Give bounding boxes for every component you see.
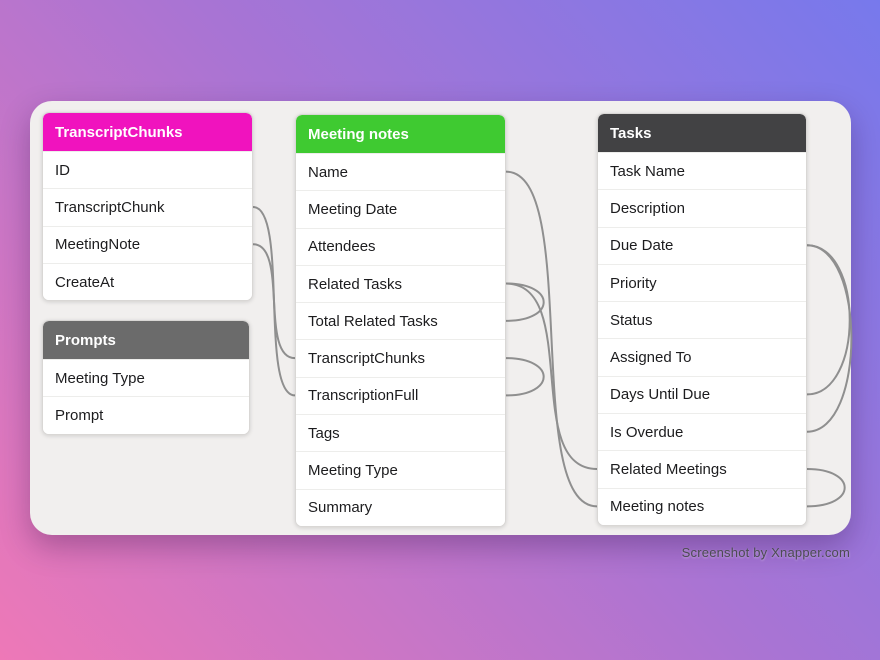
field-row[interactable]: Priority [598,263,806,302]
table-transcript-chunks[interactable]: TranscriptChunks ID TranscriptChunk Meet… [42,112,253,302]
field-row[interactable]: Days Until Due [598,375,806,414]
field-row[interactable]: Total Related Tasks [296,302,505,340]
field-row[interactable]: Is Overdue [598,413,806,451]
field-row[interactable]: TranscriptionFull [296,376,505,415]
xnapper-watermark: Screenshot by Xnapper.com [681,545,850,560]
table-meeting-notes-header[interactable]: Meeting notes [296,115,505,153]
table-prompts[interactable]: Prompts Meeting Type Prompt [42,320,250,435]
field-row[interactable]: Status [598,301,806,339]
field-row[interactable]: Attendees [296,227,505,265]
field-row[interactable]: TranscriptChunk [43,188,252,226]
field-row[interactable]: Description [598,189,806,227]
field-row[interactable]: Meeting Type [296,451,505,489]
field-row[interactable]: ID [43,151,252,189]
field-row[interactable]: Meeting notes [598,487,806,525]
field-row[interactable]: Due Date [598,226,806,264]
field-row[interactable]: Assigned To [598,338,806,376]
field-row[interactable]: Prompt [43,396,249,434]
table-transcript-chunks-header[interactable]: TranscriptChunks [43,113,252,151]
field-row[interactable]: CreateAt [43,262,252,301]
table-meeting-notes[interactable]: Meeting notes Name Meeting Date Attendee… [295,114,506,527]
field-row[interactable]: Summary [296,488,505,526]
field-row[interactable]: Name [296,153,505,191]
field-row[interactable]: Meeting Date [296,190,505,228]
table-tasks[interactable]: Tasks Task Name Description Due Date Pri… [597,113,807,526]
field-row[interactable]: TranscriptChunks [296,339,505,377]
field-row[interactable]: MeetingNote [43,225,252,263]
field-row[interactable]: Related Meetings [598,450,806,488]
field-row[interactable]: Meeting Type [43,359,249,397]
field-row[interactable]: Tags [296,414,505,452]
field-row[interactable]: Task Name [598,152,806,190]
table-prompts-header[interactable]: Prompts [43,321,249,359]
field-row[interactable]: Related Tasks [296,264,505,303]
table-tasks-header[interactable]: Tasks [598,114,806,152]
